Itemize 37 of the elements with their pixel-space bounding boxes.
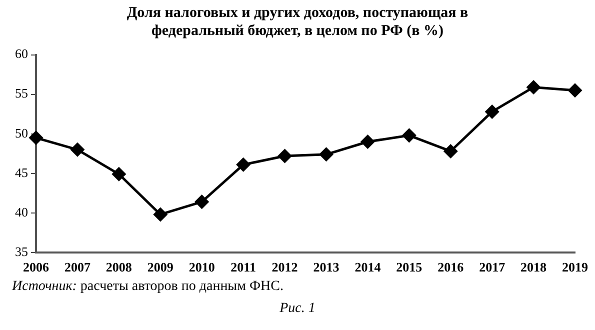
point	[112, 167, 126, 181]
x-tick-label: 2010	[188, 260, 215, 275]
x-tick-label: 2009	[147, 260, 174, 275]
y-tick-label: 35	[15, 244, 28, 259]
x-tick-label: 2012	[272, 260, 298, 275]
y-tick-label: 60	[15, 46, 28, 62]
x-tick-label: 2013	[313, 260, 340, 275]
point	[29, 131, 43, 145]
text: Рис. 1	[278, 301, 316, 317]
x-tick-label: 2015	[396, 260, 423, 275]
x-tick-label: 2014	[354, 260, 382, 275]
point	[236, 158, 250, 172]
x-tick-label: 2011	[230, 260, 256, 275]
point	[360, 134, 374, 148]
x-tick-label: 2007	[64, 260, 91, 275]
point	[568, 84, 582, 98]
y-tick-label: 55	[15, 86, 28, 101]
x-tick-label: 2018	[520, 260, 548, 275]
y-tick-label: 50	[15, 125, 28, 140]
point	[526, 80, 540, 94]
x-tick-label: 2016	[438, 260, 464, 275]
y-tick-label: 40	[15, 204, 28, 220]
point	[485, 104, 499, 118]
x-tick-label: 2017	[479, 260, 506, 275]
point	[319, 148, 333, 162]
point	[195, 195, 209, 209]
y-tick-label: 45	[15, 164, 28, 180]
x-tick-label: 2008	[106, 260, 132, 275]
text: Источник: расчеты авторов по данным ФНС.	[10, 279, 284, 295]
point	[154, 208, 168, 222]
point	[444, 144, 458, 158]
point	[70, 142, 84, 156]
point	[402, 128, 416, 142]
x-tick-label: 2019	[562, 260, 588, 275]
chart-title: Доля налоговых и других доходов, поступающая в федеральный бюджет, в целом по РФ (в %)	[126, 4, 470, 41]
x-tick-label: 2006	[23, 260, 50, 275]
point	[278, 149, 292, 163]
